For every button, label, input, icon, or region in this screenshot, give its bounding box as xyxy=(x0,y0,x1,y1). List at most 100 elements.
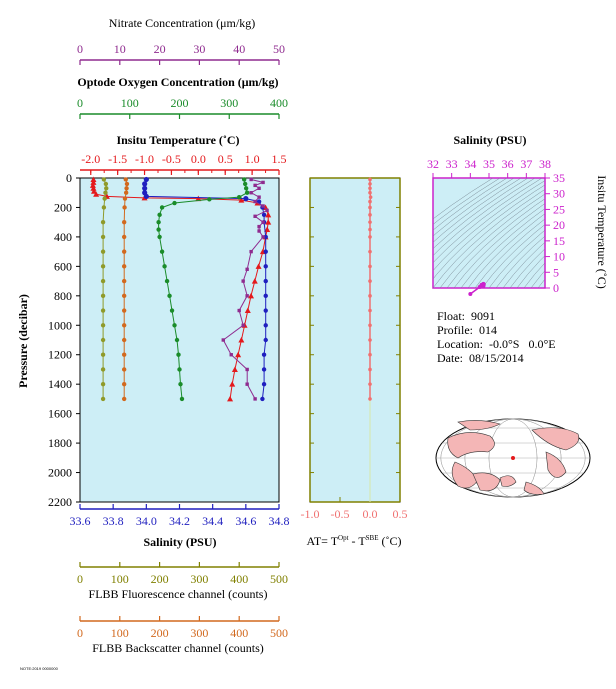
backscatter-point xyxy=(124,181,130,187)
globe-landmass xyxy=(472,472,501,492)
delta-t-tick-label: -1.0 xyxy=(301,507,320,521)
oxygen-tick-label: 200 xyxy=(171,96,189,110)
fluorescence-tick-label: 400 xyxy=(230,572,248,586)
ts-point xyxy=(481,284,486,289)
delta-t-point xyxy=(368,227,372,232)
salinity-tick-label: 33.6 xyxy=(70,514,91,528)
profile-text: Profile: 014 xyxy=(437,323,497,337)
globe-landmass xyxy=(451,461,479,489)
oxygen-point xyxy=(241,177,247,182)
globe-landmass xyxy=(523,481,545,495)
nitrate-point xyxy=(221,338,225,342)
nitrate-point xyxy=(245,294,249,298)
ts-density-contour xyxy=(433,178,501,225)
oxygen-tick-label: 100 xyxy=(121,96,139,110)
nitrate-point xyxy=(229,353,233,357)
temperature-tick-label: -0.5 xyxy=(162,152,181,166)
temperature-tick-label: -1.0 xyxy=(135,152,154,166)
pressure-axis-title: Pressure (decibar) xyxy=(16,294,30,388)
backscatter-point xyxy=(123,177,128,182)
backscatter-point xyxy=(121,234,127,240)
nitrate-point xyxy=(241,279,245,283)
temperature-point xyxy=(251,278,258,284)
ts-density-contour xyxy=(530,270,545,288)
fluorescence-tick-label: 500 xyxy=(270,572,288,586)
salinity-point xyxy=(261,352,267,357)
ts-temperature-tick-label: 25 xyxy=(553,202,565,216)
oxygen-point xyxy=(159,249,165,254)
delta-t-point xyxy=(368,186,372,191)
salinity-point xyxy=(260,396,265,402)
pressure-tick-label: 600 xyxy=(54,259,72,273)
pressure-tick-label: 2000 xyxy=(48,466,72,480)
backscatter-tick-label: 200 xyxy=(151,626,169,640)
nitrate-point xyxy=(245,382,249,386)
delta-t-point xyxy=(368,323,372,328)
nitrate-point xyxy=(253,397,257,401)
temperature-tick-label: -1.5 xyxy=(108,152,127,166)
delta-t-point xyxy=(368,177,372,182)
nitrate-point xyxy=(261,180,265,185)
delta-t-point xyxy=(368,195,373,199)
temperature-point xyxy=(90,185,97,191)
fluorescence-point xyxy=(100,396,106,402)
fluorescence-point xyxy=(100,381,106,387)
ts-temperature-tick-label: 10 xyxy=(553,250,565,264)
footer-note: NOTE:2019 0000000 xyxy=(20,666,58,671)
fluorescence-tick-label: 200 xyxy=(151,572,169,586)
ts-temperature-axis-title: Insitu Temperature (˚C) xyxy=(595,175,609,289)
delta-t-point xyxy=(368,199,372,204)
backscatter-point xyxy=(122,196,128,201)
delta-t-point xyxy=(368,294,372,298)
temperature-point xyxy=(229,381,236,387)
nitrate-point xyxy=(257,224,261,229)
nitrate-tick-label: 0 xyxy=(77,42,83,56)
delta-t-tick-label: 0.5 xyxy=(393,507,408,521)
ts-temperature-tick-label: 20 xyxy=(553,218,565,232)
ts-density-contour xyxy=(433,178,543,264)
backscatter-point xyxy=(121,308,127,313)
delta-t-point xyxy=(368,397,372,401)
backscatter-tick-label: 100 xyxy=(111,626,129,640)
backscatter-point xyxy=(121,293,127,299)
date-text: Date: 08/15/2014 xyxy=(437,351,524,365)
delta-t-tick-label: -0.5 xyxy=(331,507,350,521)
salinity-point xyxy=(263,249,268,254)
nitrate-point xyxy=(257,186,261,191)
temperature-point xyxy=(264,226,271,233)
oxygen-tick-label: 400 xyxy=(270,96,288,110)
ts-density-contour xyxy=(439,193,545,288)
backscatter-tick-label: 0 xyxy=(77,626,83,640)
temperature-point xyxy=(265,211,272,218)
ts-point xyxy=(468,291,473,296)
backscatter-point xyxy=(124,186,129,191)
ts-density-contour xyxy=(433,189,545,288)
ts-salinity-tick-label: 32 xyxy=(427,157,439,171)
nitrate-tick-label: 30 xyxy=(193,42,205,56)
nitrate-point xyxy=(261,220,265,224)
backscatter-point xyxy=(121,278,127,284)
salinity-tick-label: 34.4 xyxy=(202,514,223,528)
oxygen-point xyxy=(159,205,165,210)
ts-density-contour xyxy=(481,224,545,288)
fluorescence-point xyxy=(101,177,107,182)
backscatter-point xyxy=(121,396,127,402)
ts-point xyxy=(477,285,482,290)
salinity-point xyxy=(143,193,149,200)
ts-density-contour xyxy=(495,235,545,288)
delta-t-tick-label: 0.0 xyxy=(363,507,378,521)
pressure-tick-label: 400 xyxy=(54,230,72,244)
fluorescence-tick-label: 300 xyxy=(190,572,208,586)
backscatter-point xyxy=(121,381,127,387)
nitrate-point xyxy=(253,214,257,218)
nitrate-tick-label: 40 xyxy=(233,42,245,56)
temperature-point xyxy=(93,191,100,197)
delta-t-point xyxy=(368,182,372,186)
ts-salinity-tick-label: 36 xyxy=(502,157,514,171)
oxygen-point xyxy=(174,337,180,343)
temperature-axis-title: Insitu Temperature (˚C) xyxy=(116,133,239,147)
backscatter-point xyxy=(121,367,127,372)
fluorescence-point xyxy=(100,323,106,328)
ts-density-contour xyxy=(433,180,545,271)
backscatter-point xyxy=(121,337,127,343)
